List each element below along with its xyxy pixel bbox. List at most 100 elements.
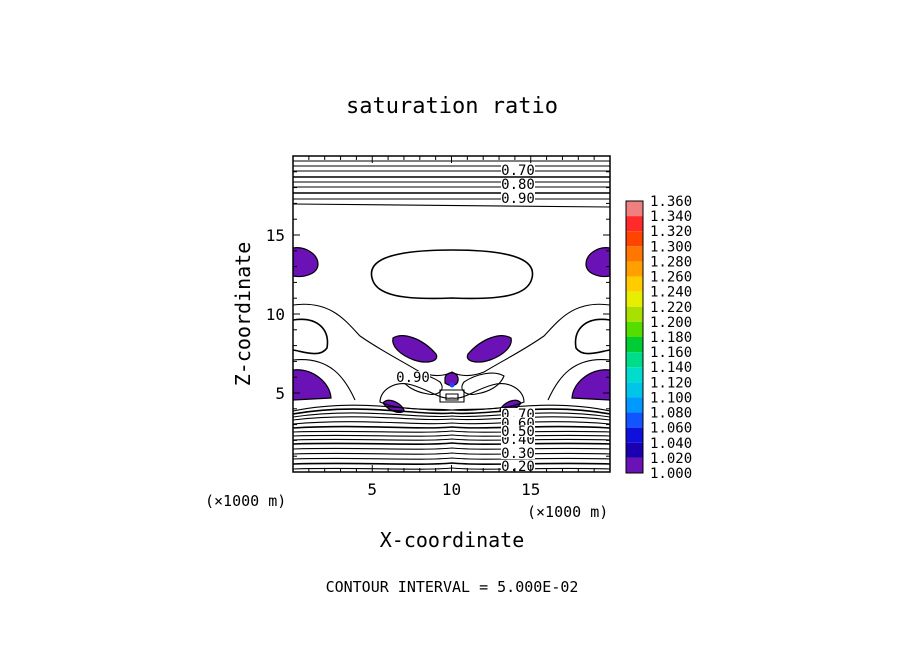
contour-label-bg bbox=[501, 178, 535, 190]
colorbar-label: 1.360 bbox=[650, 194, 692, 210]
x-tick-labels: 5 10 15 bbox=[367, 480, 540, 499]
colorbar-swatch bbox=[626, 291, 643, 307]
colorbar-swatch bbox=[626, 427, 643, 443]
contour-line bbox=[293, 421, 610, 425]
colorbar-swatch bbox=[626, 261, 643, 277]
colorbar-swatch bbox=[626, 457, 643, 473]
contour-line bbox=[293, 434, 610, 437]
contour-line bbox=[293, 318, 329, 355]
contour-label: 0.50 bbox=[501, 424, 535, 440]
contour-line bbox=[379, 383, 525, 411]
colorbar-swatch bbox=[626, 352, 643, 368]
colorbar-label: 1.300 bbox=[650, 239, 692, 255]
supersaturated-region bbox=[293, 247, 319, 278]
plot-frame bbox=[292, 155, 611, 473]
colorbar-label: 1.040 bbox=[650, 436, 692, 452]
contour-label: 0.70 bbox=[501, 163, 535, 179]
colorbar-label: 1.220 bbox=[650, 300, 692, 316]
y-tick-labels: 5 10 15 bbox=[266, 226, 285, 403]
contour-lines bbox=[293, 160, 610, 474]
contour-line bbox=[293, 457, 610, 460]
colorbar-label: 1.160 bbox=[650, 345, 692, 361]
colorbar-swatch bbox=[626, 216, 643, 232]
colorbar-label: 1.140 bbox=[650, 360, 692, 376]
y-axis-label: Z-coordinate bbox=[231, 242, 255, 387]
colorbar-swatch bbox=[626, 412, 643, 428]
colorbar-label: 1.060 bbox=[650, 421, 692, 437]
chart-title: saturation ratio bbox=[346, 94, 558, 119]
supersaturated-region bbox=[585, 247, 610, 278]
contour-line bbox=[293, 408, 610, 415]
contour-label-bg bbox=[501, 460, 535, 472]
contour-line bbox=[293, 438, 610, 441]
contour-interval-note: CONTOUR INTERVAL = 5.000E-02 bbox=[326, 578, 579, 596]
colorbar-label: 1.100 bbox=[650, 390, 692, 406]
y-tick-label: 15 bbox=[266, 226, 285, 245]
supersaturated-region bbox=[571, 369, 610, 401]
contour-labels: 0.700.800.900.900.400.300.200.700.600.50 bbox=[396, 163, 535, 475]
contour-line bbox=[445, 393, 459, 401]
contour-line bbox=[293, 442, 610, 445]
colorbar-swatch bbox=[626, 397, 643, 413]
contour-label-bg bbox=[501, 192, 535, 204]
x-unit-right: (×1000 m) bbox=[527, 503, 608, 521]
supersaturated-region bbox=[392, 335, 438, 363]
contour-line bbox=[574, 318, 610, 355]
contour-line bbox=[293, 473, 610, 474]
colorbar-label: 1.000 bbox=[650, 466, 692, 482]
contour-line bbox=[293, 303, 610, 377]
contour-line bbox=[293, 452, 610, 455]
contour-line bbox=[547, 359, 610, 401]
colorbar-swatch bbox=[626, 442, 643, 458]
x-tick-label: 5 bbox=[367, 480, 377, 499]
x-unit-left: (×1000 m) bbox=[205, 492, 286, 510]
colorbar: 1.3601.3401.3201.3001.2801.2601.2401.220… bbox=[625, 194, 692, 482]
colorbar-swatch bbox=[626, 276, 643, 292]
contour-line bbox=[439, 389, 465, 403]
supersaturated-region bbox=[466, 335, 512, 363]
x-tick-label: 10 bbox=[442, 480, 461, 499]
colorbar-label: 1.200 bbox=[650, 315, 692, 331]
contour-label-bg bbox=[501, 164, 535, 176]
x-axis-label: X-coordinate bbox=[380, 528, 525, 552]
colorbar-label: 1.120 bbox=[650, 375, 692, 391]
colorbar-swatch bbox=[626, 201, 643, 217]
colorbar-swatch bbox=[626, 246, 643, 262]
contour-line bbox=[293, 430, 610, 433]
plot-area: 0.700.800.900.900.400.300.200.700.600.50 bbox=[292, 155, 611, 475]
contour-line bbox=[293, 447, 610, 450]
colorbar-label: 1.260 bbox=[650, 270, 692, 286]
contour-label: 0.90 bbox=[396, 370, 430, 386]
contour-label: 0.90 bbox=[501, 191, 535, 207]
contour-line bbox=[293, 203, 610, 208]
colorbar-label: 1.240 bbox=[650, 285, 692, 301]
colorbar-swatch bbox=[626, 306, 643, 322]
colorbar-label: 1.320 bbox=[650, 224, 692, 240]
contour-label: 0.80 bbox=[501, 177, 535, 193]
y-tick-label: 10 bbox=[266, 305, 285, 324]
y-tick-label: 5 bbox=[275, 384, 285, 403]
colorbar-label: 1.280 bbox=[650, 254, 692, 270]
colorbar-swatch bbox=[626, 367, 643, 383]
colorbar-swatch bbox=[626, 231, 643, 247]
colorbar-swatch bbox=[626, 337, 643, 353]
supersaturation-regions bbox=[293, 247, 610, 414]
contour-line bbox=[293, 416, 610, 421]
colorbar-swatch bbox=[626, 321, 643, 337]
contour-label-bg bbox=[396, 371, 430, 383]
axis-ticks bbox=[293, 156, 610, 472]
supersaturated-region bbox=[293, 369, 332, 401]
contour-label: 0.20 bbox=[501, 459, 535, 475]
colorbar-label: 1.180 bbox=[650, 330, 692, 346]
colorbar-label: 1.020 bbox=[650, 451, 692, 467]
contour-line bbox=[293, 359, 356, 401]
contour-label-bg bbox=[501, 447, 535, 459]
colorbar-label: 1.080 bbox=[650, 406, 692, 422]
supersaturation-core bbox=[449, 382, 455, 388]
contour-label-bg bbox=[501, 425, 535, 437]
colorbar-frame bbox=[625, 200, 644, 474]
colorbar-label: 1.340 bbox=[650, 209, 692, 225]
contour-line bbox=[293, 462, 610, 465]
x-tick-label: 15 bbox=[521, 480, 540, 499]
